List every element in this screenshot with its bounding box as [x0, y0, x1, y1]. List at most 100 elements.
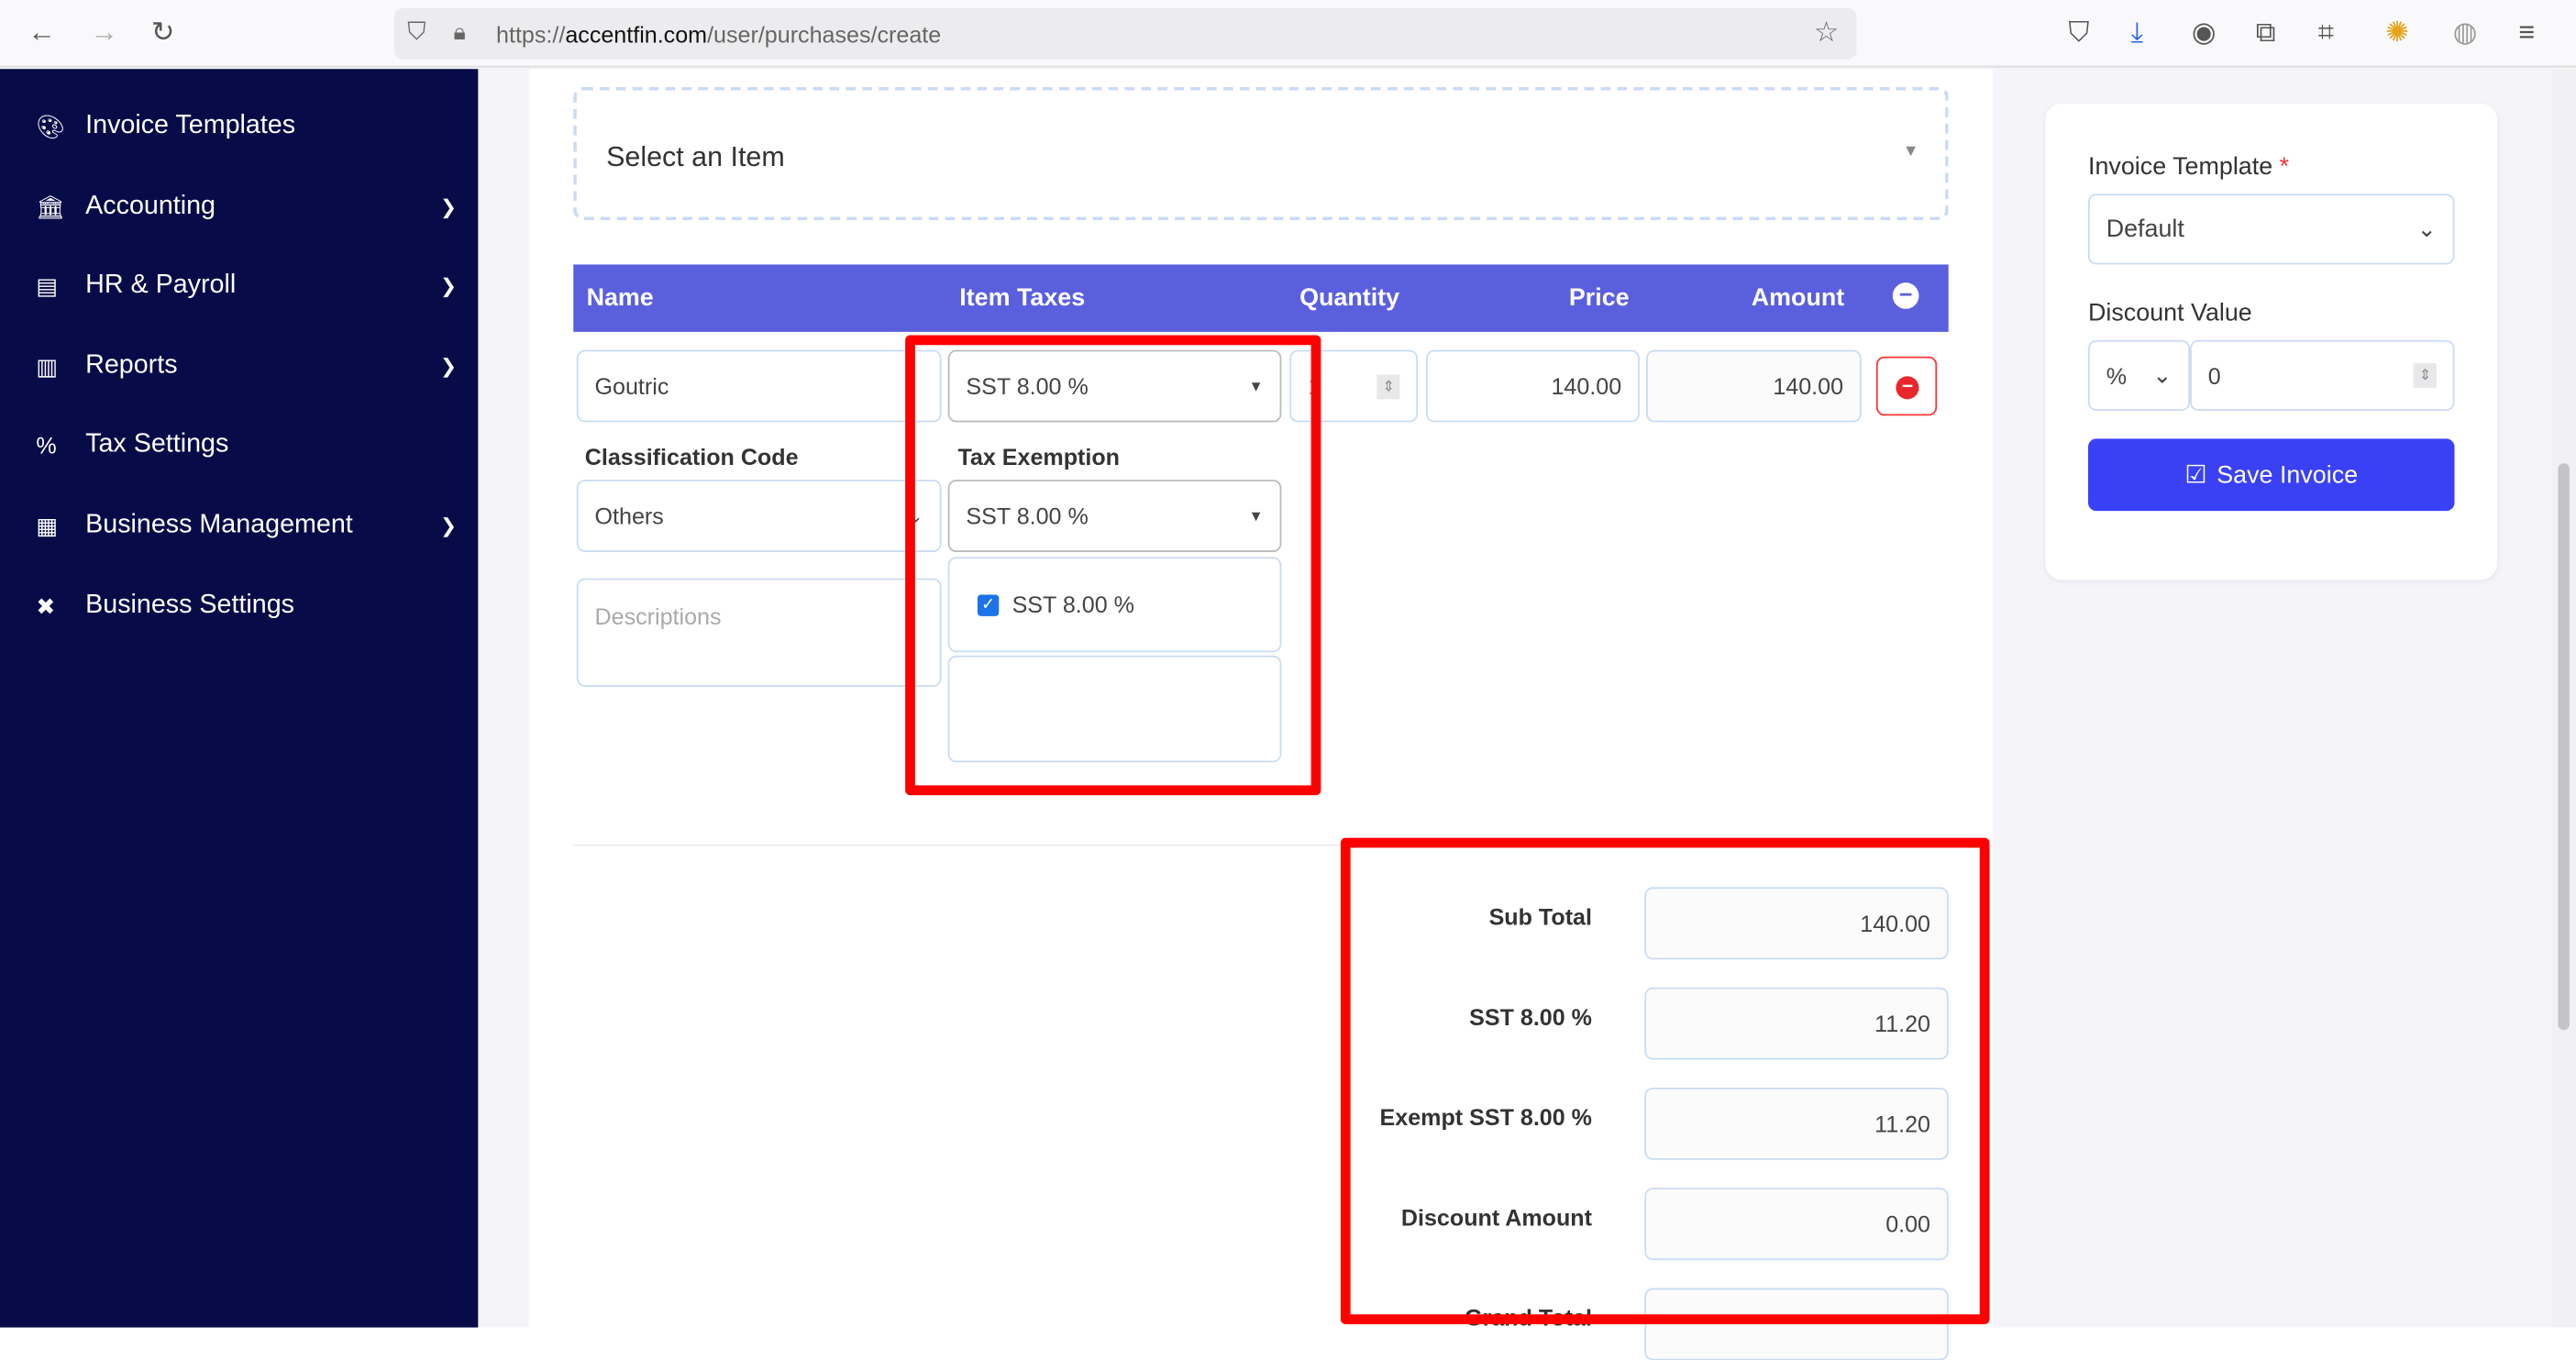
tax-exemption-options: ✓ SST 8.00 %	[947, 557, 1282, 653]
sidebar-item-business-management[interactable]: ▦ Business Management ❯	[36, 511, 457, 540]
discount-type-value: %	[2106, 362, 2128, 389]
stepper-icon[interactable]: ⇕	[1377, 373, 1400, 399]
header-price: Price	[1568, 283, 1630, 313]
bank-icon: 🏛︎	[36, 193, 66, 220]
invoice-template-select[interactable]: Default ⌄	[2087, 193, 2455, 265]
header-name: Name	[586, 283, 654, 313]
classification-code-select[interactable]: Others ⌄	[576, 480, 942, 552]
sidebar-item-hr-payroll[interactable]: ▤ HR & Payroll ❯	[36, 271, 457, 301]
remove-row-button[interactable]: −	[1875, 356, 1938, 416]
header-quantity: Quantity	[1299, 283, 1400, 313]
required-mark: *	[2279, 152, 2290, 182]
item-name-input[interactable]: Goutric	[576, 349, 942, 423]
exempt-sst-label: Exempt SST 8.00 %	[1379, 1103, 1592, 1131]
item-select-placeholder: Select an Item	[606, 141, 785, 173]
sidebar-item-label: Invoice Templates	[85, 111, 296, 140]
highlight-box-totals	[1340, 837, 1990, 1324]
discount-amount-label: Discount Amount	[1400, 1204, 1592, 1231]
price-value: 140.00	[1551, 372, 1622, 400]
palette-icon: 🎨︎	[36, 112, 66, 139]
subtotal-field: 140.00	[1644, 887, 1949, 960]
sidebar-item-accounting[interactable]: 🏛︎ Accounting ❯	[36, 193, 457, 222]
remove-all-icon[interactable]: −	[1892, 282, 1919, 309]
forward-icon[interactable]: →	[90, 16, 118, 48]
save-invoice-button[interactable]: ☑ Save Invoice	[2087, 438, 2455, 512]
sidebar-item-label: HR & Payroll	[85, 271, 237, 300]
sidebar-item-reports[interactable]: ▥ Reports ❯	[36, 351, 457, 381]
bookmark-star-icon[interactable]: ☆	[1813, 16, 1840, 48]
chevron-down-icon: ⌄	[2416, 215, 2437, 242]
exemption-notes-textarea[interactable]	[947, 655, 1282, 763]
reload-icon[interactable]: ↻	[150, 16, 175, 48]
exempt-sst-field: 11.20	[1644, 1087, 1949, 1160]
caret-down-icon: ▼	[1248, 507, 1264, 525]
shield-icon: ⛉	[407, 17, 426, 47]
discount-value-label: Discount Value	[2087, 299, 2252, 327]
checkbox-icon: ☑	[2184, 461, 2207, 490]
scrollbar[interactable]	[2551, 69, 2576, 1328]
tax-exemption-select[interactable]: SST 8.00 % ▼	[947, 480, 1282, 552]
amount-value: 140.00	[1773, 372, 1844, 400]
chevron-right-icon: ❯	[440, 514, 458, 537]
header-amount: Amount	[1751, 283, 1845, 313]
exempt-sst-value: 11.20	[1874, 1111, 1931, 1137]
building-icon: ▦	[36, 512, 59, 538]
price-input[interactable]: 140.00	[1426, 349, 1640, 423]
save-invoice-label: Save Invoice	[2217, 460, 2359, 489]
url-scheme: https://	[496, 21, 566, 48]
discount-amount-value: 0.00	[1885, 1211, 1931, 1237]
pocket-icon[interactable]: ⛉	[2068, 16, 2090, 48]
chevron-down-icon: ⌄	[2152, 361, 2172, 388]
checkbox-checked-icon[interactable]: ✓	[977, 593, 1000, 615]
chevron-right-icon: ❯	[440, 195, 458, 219]
subtotal-value: 140.00	[1860, 910, 1931, 937]
tax-exemption-value: SST 8.00 %	[966, 503, 1089, 529]
url-path: /user/purchases/create	[707, 21, 942, 48]
browser-toolbar: ← → ↻ ⛉ 🔒︎ https://accentfin.com/user/pu…	[0, 0, 2576, 68]
discount-amount-field: 0.00	[1644, 1188, 1949, 1261]
items-table-header	[573, 264, 1949, 332]
tax-exemption-label: Tax Exemption	[957, 443, 1120, 470]
amount-field: 140.00	[1646, 349, 1862, 423]
discount-type-select[interactable]: % ⌄	[2087, 339, 2191, 411]
money-card-icon: ▤	[36, 271, 59, 299]
account-icon[interactable]: ◉	[2191, 16, 2217, 48]
sidebar-item-business-settings[interactable]: ✖ Business Settings	[36, 592, 457, 621]
description-textarea[interactable]: Descriptions	[576, 578, 942, 687]
percent-icon: %	[36, 432, 57, 459]
divider	[573, 844, 1994, 846]
classification-code-label: Classification Code	[584, 443, 799, 470]
color-wheel-icon[interactable]: ✺	[2385, 16, 2409, 48]
extensions-icon[interactable]: ⧉	[2255, 16, 2276, 48]
menu-icon[interactable]: ≡	[2518, 16, 2536, 48]
lock-icon: 🔒︎	[453, 17, 466, 45]
sidebar-item-label: Reports	[85, 351, 178, 380]
sst-label: SST 8.00 %	[1469, 1003, 1592, 1031]
scrollbar-thumb[interactable]	[2558, 463, 2570, 1031]
sidebar: 🎨︎ Invoice Templates 🏛︎ Accounting ❯ ▤ HR & …	[0, 69, 479, 1328]
highlight-box-tax	[905, 335, 1321, 796]
download-icon[interactable]: ⤓	[2130, 16, 2144, 48]
sidebar-item-label: Tax Settings	[85, 430, 229, 459]
sst-field: 11.20	[1644, 987, 1949, 1060]
discount-value-input[interactable]: 0 ⇕	[2190, 339, 2455, 411]
back-icon[interactable]: ←	[28, 16, 56, 48]
sst-value: 11.20	[1874, 1010, 1931, 1037]
stepper-icon[interactable]: ⇕	[2414, 362, 2437, 388]
item-taxes-value: SST 8.00 %	[966, 372, 1089, 400]
item-select[interactable]: Select an Item ▼	[573, 86, 1949, 221]
sidebar-item-invoice-templates[interactable]: 🎨︎ Invoice Templates	[36, 112, 457, 141]
crop-icon[interactable]: ⌗	[2317, 16, 2334, 48]
item-name-value: Goutric	[594, 372, 669, 400]
item-taxes-select[interactable]: SST 8.00 % ▼	[947, 349, 1282, 423]
minus-circle-icon: −	[1896, 375, 1919, 400]
tools-icon: ✖	[36, 592, 56, 619]
sidebar-item-label: Accounting	[85, 192, 216, 221]
sidebar-item-tax-settings[interactable]: % Tax Settings	[36, 430, 457, 459]
address-bar[interactable]: ⛉ 🔒︎ https://accentfin.com/user/purchase…	[393, 7, 1857, 60]
invoice-template-label-text: Invoice Template	[2087, 152, 2273, 182]
globe-icon[interactable]: ◍	[2452, 16, 2478, 48]
description-placeholder: Descriptions	[594, 603, 722, 630]
invoice-template-label: Invoice Template *	[2088, 153, 2289, 181]
sidebar-item-label: Business Management	[85, 511, 353, 539]
